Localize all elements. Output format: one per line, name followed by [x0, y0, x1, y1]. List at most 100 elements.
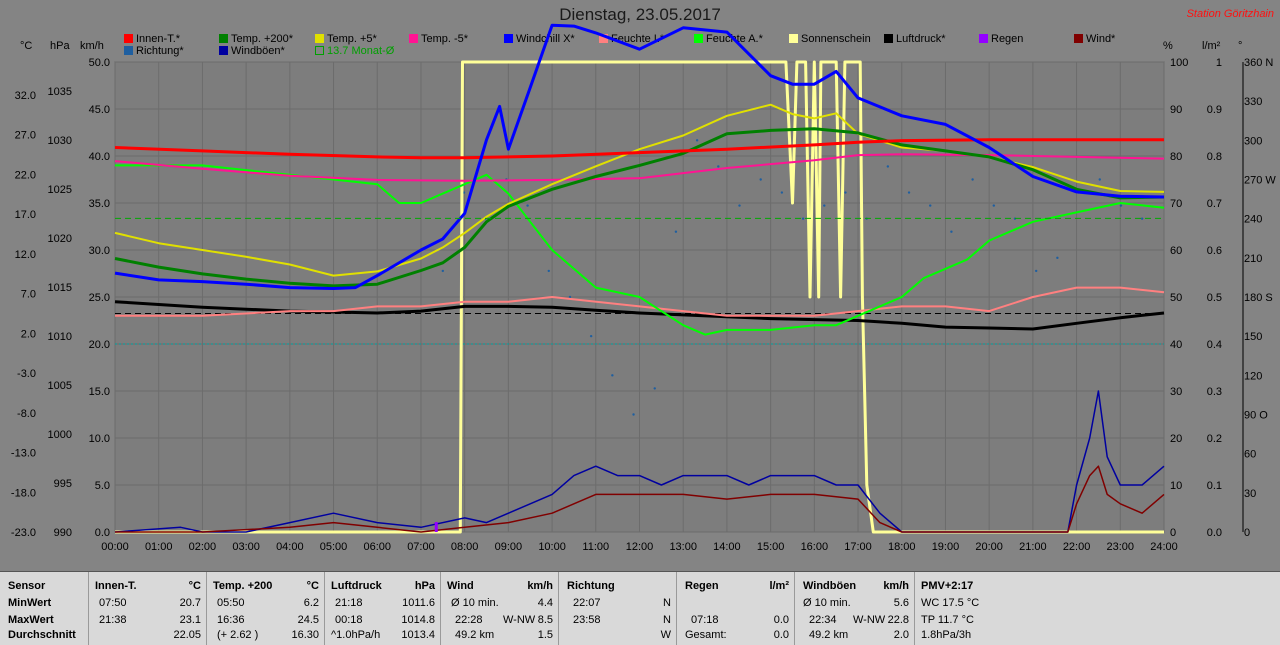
- stats-head: Richtung: [567, 580, 615, 592]
- stats-head: Innen-T.: [95, 580, 137, 592]
- unit-pct: %: [1163, 40, 1173, 52]
- legend-swatch: [599, 34, 608, 43]
- legend-item-luftdruck[interactable]: Luftdruck*: [884, 33, 946, 45]
- series-line-sonnenschein: [115, 60, 1164, 534]
- temp-tick-label: 12.0: [15, 249, 36, 261]
- x-tick-label: 14:00: [713, 541, 741, 553]
- direction-dot: [992, 204, 996, 207]
- pressure-tick-label: 1030: [48, 135, 72, 147]
- stats-value: 22.8: [887, 614, 909, 626]
- legend-item-monat-avg[interactable]: 13.7 Monat-Ø: [315, 45, 394, 57]
- direction-dot: [568, 295, 572, 299]
- x-tick-label: 17:00: [844, 541, 872, 553]
- direction-tick-label: 330: [1244, 96, 1262, 108]
- legend-item-wind[interactable]: Wind*: [1074, 33, 1115, 45]
- legend-item-windchill[interactable]: Windchill X*: [504, 33, 575, 45]
- direction-tick-label: 0: [1244, 527, 1250, 539]
- stats-head: Luftdruck: [331, 580, 382, 592]
- stats-time: Ø 10 min.: [451, 597, 499, 609]
- wind-tick-label: 0.0: [95, 527, 110, 539]
- direction-dot: [950, 230, 953, 233]
- legend-item-temp-5[interactable]: Temp. +5*: [315, 33, 377, 45]
- legend-item-regen[interactable]: Regen: [979, 33, 1023, 45]
- chart-title: Dienstag, 23.05.2017: [559, 5, 721, 24]
- direction-dot: [971, 178, 974, 181]
- series-line-windchill-x-: [114, 23, 1165, 290]
- stats-value: 0.0: [773, 614, 789, 626]
- direction-dot: [907, 191, 911, 194]
- stats-row-label: MaxWert: [8, 614, 54, 626]
- direction-dot: [695, 139, 699, 142]
- x-tick-label: 12:00: [626, 541, 654, 553]
- stats-col-windboeen: Windböen km/h Ø 10 min. 5.6 22:34 W-NW 2…: [794, 572, 915, 645]
- direction-dot: [929, 204, 932, 207]
- weather-chart: 00:00 01:00 02:00 03:00 04:00 05:00 06:00 07:00…: [11, 23, 1276, 553]
- stats-value: 1011.6: [402, 597, 435, 609]
- humidity-tick-label: 60: [1170, 245, 1182, 257]
- direction-dot: [462, 191, 466, 194]
- unit-hpa: hPa: [50, 40, 70, 52]
- direction-dot: [1056, 256, 1059, 260]
- wind-tick-label: 40.0: [89, 151, 110, 163]
- stats-value: N: [663, 597, 671, 609]
- rain-tick-label: 1: [1216, 57, 1222, 69]
- direction-dot: [780, 191, 784, 194]
- temp-tick-label: 2.0: [21, 328, 36, 340]
- legend-swatch: [884, 34, 893, 43]
- legend-swatch: [694, 34, 703, 43]
- direction-dot: [844, 191, 847, 194]
- pressure-tick-label: 1025: [48, 184, 72, 196]
- wind-tick-label: 35.0: [89, 198, 110, 210]
- stats-time: 49.2 km: [809, 629, 849, 641]
- pressure-tick-label: 1010: [48, 331, 72, 343]
- wind-tick-label: 50.0: [89, 57, 110, 69]
- series-line-windb-en-: [114, 390, 1165, 533]
- stats-col-temp-200: Temp. +200 °C 05:50 6.2 16:36 24.5 (+ 2.…: [206, 572, 325, 645]
- stats-time: 07:50: [99, 597, 127, 609]
- x-tick-label: 10:00: [538, 541, 566, 553]
- station-label: Station Göritzhain: [1186, 8, 1274, 20]
- temp-tick-label: 32.0: [15, 90, 36, 102]
- stats-unit: km/h: [883, 580, 909, 592]
- stats-time: 23:58: [573, 614, 601, 626]
- stats-time: (+ 2.62 ): [217, 629, 259, 641]
- stats-value: 2.0: [893, 629, 909, 641]
- humidity-tick-label: 20: [1170, 433, 1182, 445]
- stats-value: 16.30: [291, 629, 319, 641]
- direction-tick-label: 300: [1244, 135, 1262, 147]
- rain-tick-label: 0.1: [1207, 480, 1222, 492]
- stats-direction: W-NW: [503, 614, 536, 626]
- stats-time: 21:18: [335, 597, 363, 609]
- stats-value: N: [663, 614, 671, 626]
- x-tick-label: 00:00: [101, 541, 129, 553]
- stats-unit: km/h: [527, 580, 553, 592]
- direction-dot: [589, 334, 593, 338]
- humidity-tick-label: 30: [1170, 386, 1182, 398]
- temp-tick-label: 22.0: [15, 169, 36, 181]
- legend-item-temp-minus-5[interactable]: Temp. -5*: [409, 33, 468, 45]
- rain-tick-label: 0.9: [1207, 104, 1222, 116]
- stats-value: TP 11.7 °C: [921, 614, 974, 626]
- legend-item-windboeen[interactable]: Windböen*: [219, 45, 285, 57]
- direction-tick-label: 180 S: [1244, 292, 1273, 304]
- x-tick-label: 06:00: [363, 541, 391, 553]
- rain-tick-label: 0.0: [1207, 527, 1222, 539]
- rain-tick-label: 0.4: [1207, 339, 1222, 351]
- legend-item-temp-200[interactable]: Temp. +200*: [219, 33, 293, 45]
- direction-tick-label: 210: [1244, 253, 1262, 265]
- stats-value: 6.2: [303, 597, 319, 609]
- pressure-tick-label: 1020: [48, 233, 72, 245]
- stats-time: 07:18: [691, 614, 719, 626]
- legend-item-innen-t[interactable]: Innen-T.*: [124, 33, 180, 45]
- direction-dot: [1034, 269, 1038, 273]
- humidity-tick-label: 40: [1170, 339, 1182, 351]
- x-tick-label: 16:00: [801, 541, 829, 553]
- legend-swatch: [219, 46, 228, 55]
- wind-tick-label: 15.0: [89, 386, 110, 398]
- x-tick-label: 03:00: [232, 541, 260, 553]
- stats-value: 4.4: [537, 597, 553, 609]
- direction-dot: [759, 178, 762, 181]
- legend-item-sonnenschein[interactable]: Sonnenschein: [789, 33, 871, 45]
- legend-item-richtung[interactable]: Richtung*: [124, 45, 184, 57]
- stats-value: 20.7: [179, 597, 201, 609]
